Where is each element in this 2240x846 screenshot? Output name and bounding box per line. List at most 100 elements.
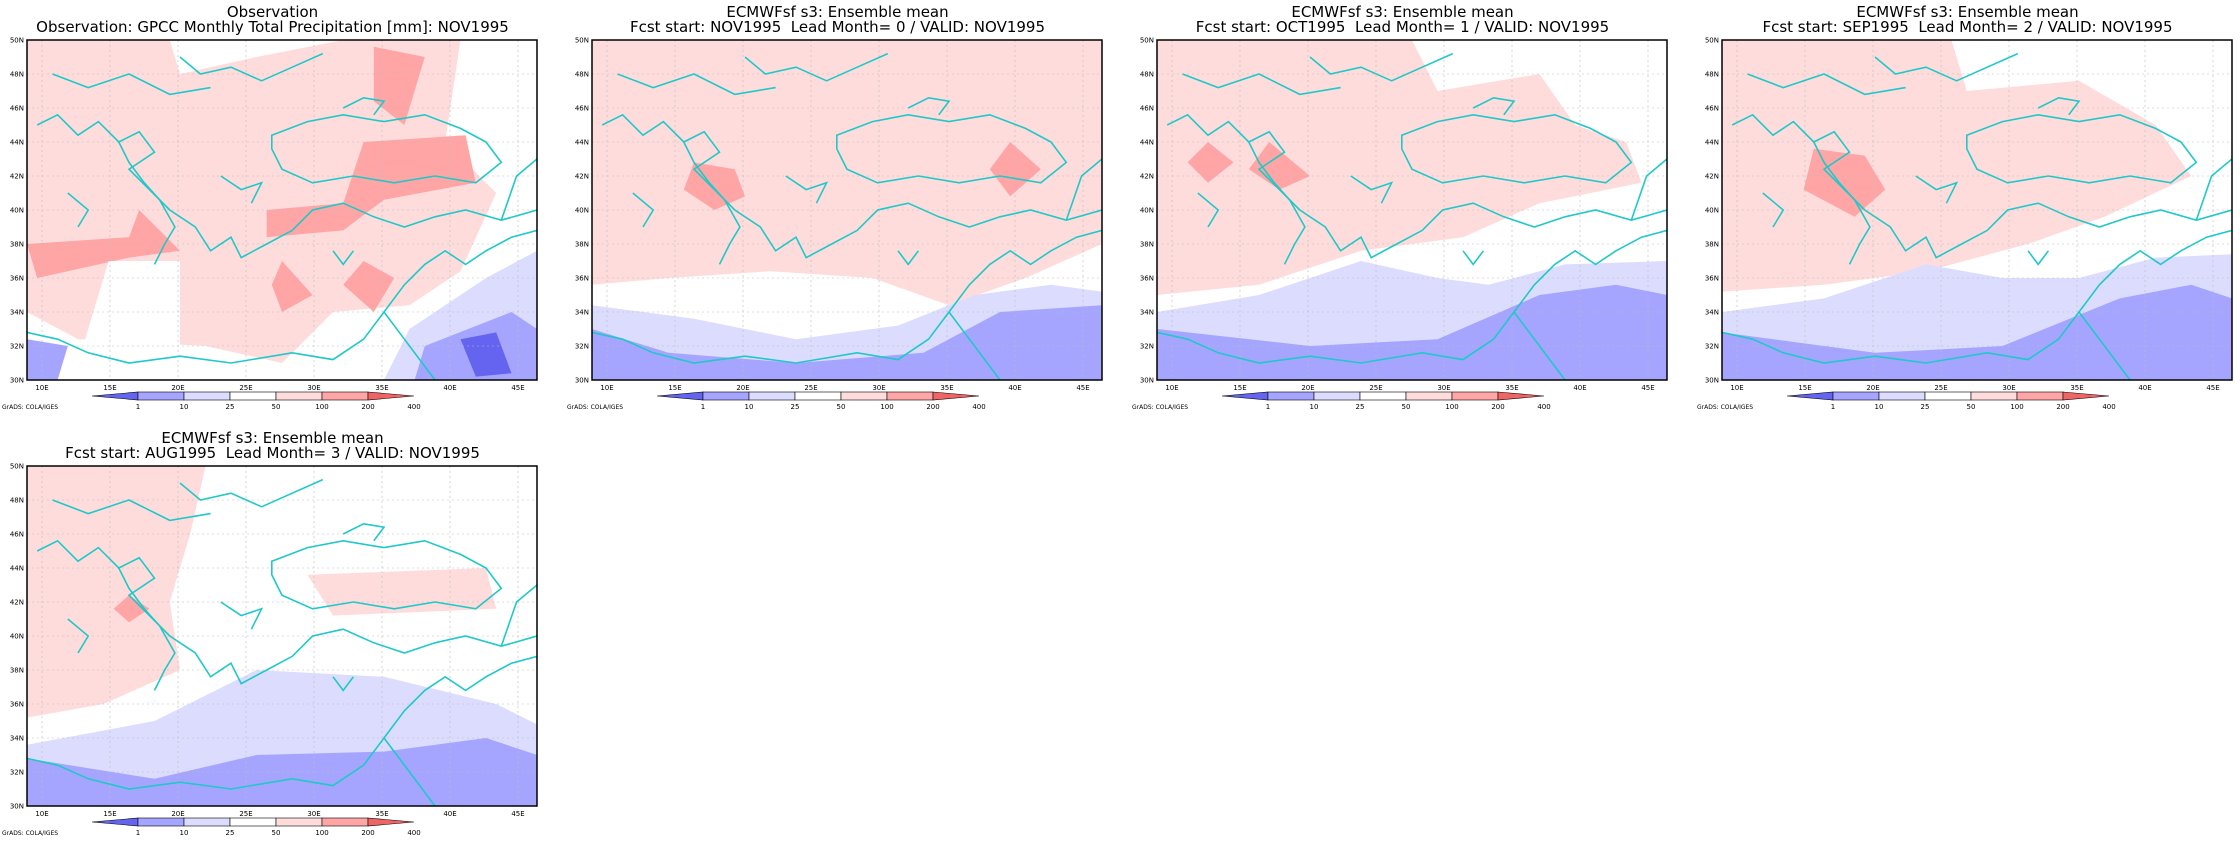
precip-shading-region — [271, 261, 313, 312]
precip-shading-region — [343, 261, 395, 312]
lon-tick-label: 35E — [2070, 384, 2083, 392]
lat-tick-label: 40N — [10, 633, 24, 641]
lat-tick-label: 48N — [575, 71, 589, 79]
colorbar-arrow-high — [932, 391, 980, 401]
colorbar-segment — [840, 391, 888, 401]
lon-tick-label: 10E — [600, 384, 613, 392]
coastline — [52, 73, 211, 96]
coastline — [342, 522, 386, 542]
coastline — [179, 478, 324, 508]
lat-tick-label: 48N — [10, 497, 24, 505]
colorbar-label: 100 — [315, 403, 328, 411]
lat-tick-label: 32N — [1140, 343, 1154, 351]
colorbar-segment — [748, 391, 796, 401]
coastline — [1747, 73, 1906, 96]
lon-tick-label: 30E — [1437, 384, 1450, 392]
lon-tick-label: 25E — [239, 384, 252, 392]
map-panel-lead1: ECMWFsf s3: Ensemble mean Fcst start: OCT… — [1130, 0, 1675, 420]
coastline — [601, 113, 1102, 259]
lat-tick-label: 38N — [575, 241, 589, 249]
lat-tick-label: 32N — [10, 769, 24, 777]
colorbar-label: 50 — [272, 403, 281, 411]
colorbar-segment — [1832, 391, 1880, 401]
precip-shading-region — [373, 46, 425, 125]
coastline — [948, 311, 1001, 380]
map-plot: 30N 32N 34N 36N 38N 40N 42N 44N 46N 48N 50N 10E 15E 2… — [567, 37, 1103, 411]
coastline — [383, 737, 436, 806]
colorbar-label: 400 — [407, 829, 420, 837]
coastline — [36, 113, 537, 259]
colorbar-segment — [1267, 391, 1315, 401]
coastline — [2037, 96, 2081, 116]
grads-credit: GrADS: COLA/IGES — [1132, 404, 1188, 411]
lon-tick-label: 45E — [511, 810, 524, 818]
lat-tick-label: 42N — [1705, 173, 1719, 181]
colorbar-label: 100 — [315, 829, 328, 837]
lon-tick-label: 25E — [804, 384, 817, 392]
lat-tick-label: 44N — [575, 139, 589, 147]
lon-tick-label: 15E — [103, 384, 116, 392]
colorbar-label: 200 — [1491, 403, 1504, 411]
lat-tick-label: 38N — [10, 667, 24, 675]
coastline — [1915, 175, 1959, 204]
map-frame — [26, 465, 538, 807]
map-plot: 30N 32N 34N 36N 38N 40N 42N 44N 46N 48N 50N 10E 15E 2… — [1132, 37, 1668, 411]
colorbar-segment — [1405, 391, 1453, 401]
coastline — [36, 539, 537, 685]
coastline — [500, 584, 537, 647]
lat-tick-label: 44N — [10, 139, 24, 147]
panel-title-line1: ECMWFsf s3: Ensemble mean — [1291, 3, 1514, 21]
coastline — [1731, 113, 2232, 259]
precip-shading-region — [1248, 142, 1310, 190]
panel-title-line2: Fcst start: AUG1995 Lead Month= 3 / VALI… — [65, 444, 480, 462]
coastline — [1248, 141, 1306, 265]
colorbar-label: 1 — [136, 403, 140, 411]
coastline — [632, 192, 655, 228]
lon-tick-label: 45E — [1076, 384, 1089, 392]
coastline — [500, 158, 537, 221]
colorbar-segment — [183, 391, 231, 401]
lat-tick-label: 34N — [10, 735, 24, 743]
coastline — [332, 250, 355, 266]
lat-tick-label: 30N — [575, 377, 589, 385]
colorbar-label: 10 — [745, 403, 754, 411]
colorbar-segment — [794, 391, 842, 401]
coastline — [1630, 158, 1667, 221]
lon-tick-label: 20E — [1301, 384, 1314, 392]
lon-tick-label: 30E — [872, 384, 885, 392]
colorbar-label: 10 — [180, 403, 189, 411]
colorbar-segment — [2016, 391, 2064, 401]
lat-tick-label: 50N — [575, 37, 589, 45]
lat-tick-label: 46N — [1705, 105, 1719, 113]
grads-credit: GrADS: COLA/IGES — [2, 404, 58, 411]
lon-tick-label: 25E — [1934, 384, 1947, 392]
coastline — [332, 676, 355, 692]
precip-shading-region — [1722, 284, 2232, 380]
lon-tick-label: 10E — [35, 384, 48, 392]
coastline — [1462, 250, 1485, 266]
panel-title-line1: Observation — [226, 3, 319, 21]
precip-shading-region — [1803, 148, 1886, 217]
coastline — [2027, 250, 2050, 266]
lat-tick-label: 50N — [10, 463, 24, 471]
lat-tick-label: 44N — [1705, 139, 1719, 147]
coastline — [342, 96, 386, 116]
colorbar-label: 1 — [701, 403, 705, 411]
lat-tick-label: 40N — [575, 207, 589, 215]
coastline — [67, 618, 90, 654]
map-panel-lead3: ECMWFsf s3: Ensemble mean Fcst start: AUG… — [0, 426, 545, 846]
lat-tick-label: 46N — [10, 105, 24, 113]
lon-tick-label: 45E — [2206, 384, 2219, 392]
colorbar-label: 25 — [226, 829, 235, 837]
colorbar-label: 400 — [407, 403, 420, 411]
panel-title-line1: ECMWFsf s3: Ensemble mean — [161, 429, 384, 447]
lat-tick-label: 38N — [10, 241, 24, 249]
lat-tick-label: 34N — [10, 309, 24, 317]
lon-tick-label: 35E — [375, 384, 388, 392]
lat-tick-label: 50N — [1140, 37, 1154, 45]
lon-tick-label: 20E — [171, 384, 184, 392]
lon-tick-label: 35E — [375, 810, 388, 818]
map-plot: 30N 32N 34N 36N 38N 40N 42N 44N 46N 48N 50N 10E 15E 2… — [1697, 37, 2233, 411]
lat-tick-label: 30N — [10, 377, 24, 385]
coastline — [1762, 192, 1785, 228]
